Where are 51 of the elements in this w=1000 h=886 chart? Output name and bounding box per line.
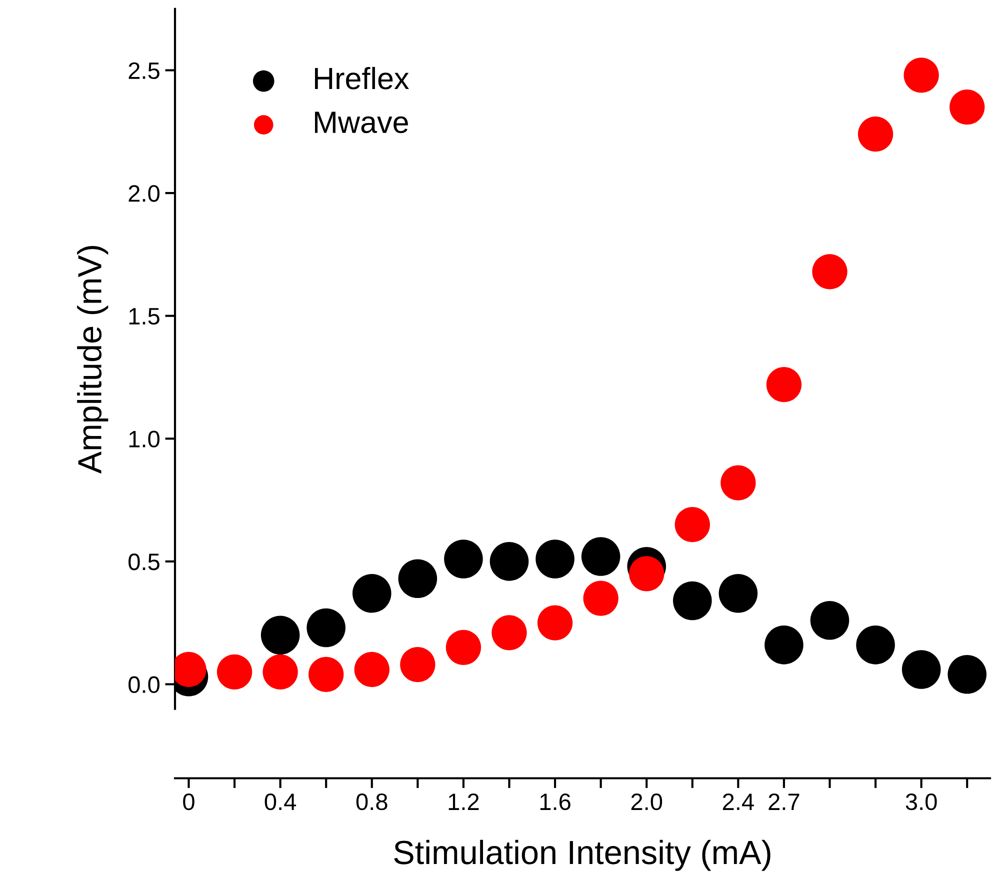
- y-tick-label: 0.0: [128, 676, 160, 694]
- point: [718, 574, 758, 613]
- y-tick-label: 2.5: [128, 62, 160, 80]
- point: [812, 254, 848, 290]
- point: [720, 465, 756, 500]
- point: [950, 90, 985, 125]
- y-axis-title: Amplitude (mV): [77, 246, 108, 474]
- x-tick-label: 2.7: [768, 793, 800, 810]
- legend-label: Mwave: [315, 112, 408, 134]
- point: [810, 600, 850, 640]
- legend-label: Hreflex: [315, 66, 409, 90]
- point: [398, 559, 438, 598]
- x-tick-label: 1.6: [540, 793, 570, 810]
- x-tick-label: 1.2: [448, 793, 479, 810]
- point: [260, 616, 300, 655]
- point: [444, 540, 483, 578]
- point: [766, 367, 802, 402]
- x-tick-label: 2.4: [722, 793, 754, 810]
- point: [537, 605, 573, 640]
- point: [446, 630, 482, 665]
- point: [216, 654, 252, 690]
- point: [308, 656, 344, 692]
- point: [536, 540, 574, 578]
- point: [902, 650, 941, 689]
- x-tick-label: 0: [183, 793, 194, 810]
- point: [581, 537, 620, 576]
- point: [354, 652, 390, 688]
- y-tick-label: 1.5: [129, 308, 160, 325]
- point: [583, 580, 618, 616]
- point: [948, 655, 986, 694]
- point: [490, 542, 529, 581]
- point: [674, 507, 710, 542]
- point: [856, 626, 895, 664]
- x-tick-label: 2.0: [631, 793, 662, 810]
- x-tick-label: 0.8: [356, 793, 388, 810]
- point: [306, 608, 346, 648]
- point: [764, 626, 804, 664]
- point: [629, 556, 664, 592]
- y-tick-label: 2.0: [128, 185, 160, 202]
- point: [400, 647, 436, 682]
- y-tick-label: 1.0: [129, 430, 160, 448]
- point: [858, 116, 894, 152]
- point: [904, 58, 939, 93]
- point: [492, 615, 527, 650]
- point: [262, 654, 298, 690]
- point: [352, 574, 392, 613]
- y-tick-label: 0.5: [128, 554, 160, 570]
- x-tick-label: 3.0: [906, 793, 937, 810]
- x-axis-title: Stimulation Intensity (mA): [394, 840, 770, 871]
- x-tick-label: 0.4: [264, 793, 296, 810]
- point: [672, 581, 712, 620]
